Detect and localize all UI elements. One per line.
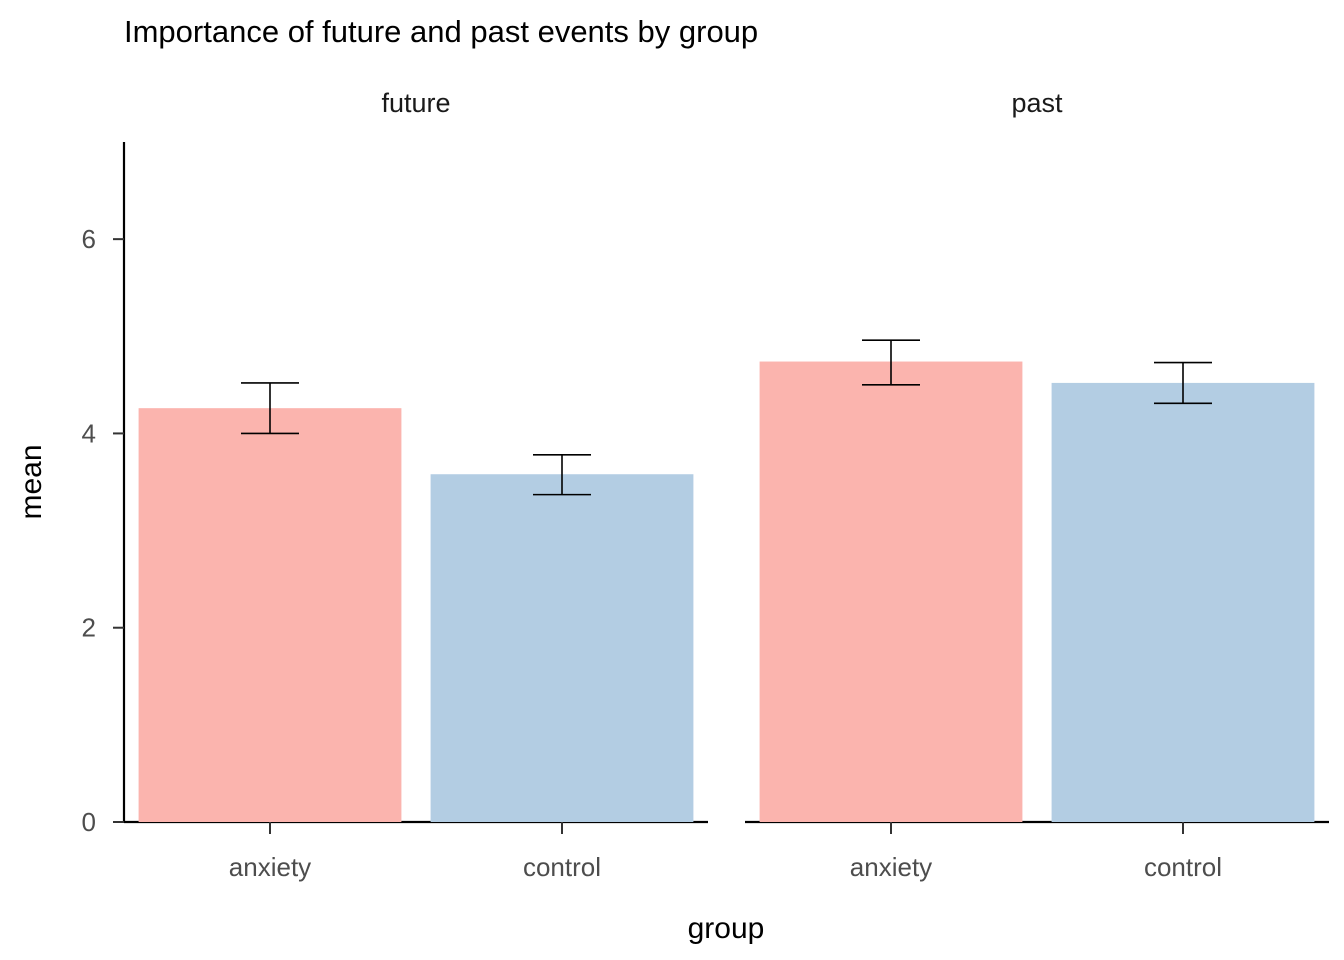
y-tick-label: 2 (82, 613, 96, 643)
facet-panel-past: past anxiety control (745, 88, 1329, 882)
error-bar (862, 339, 920, 386)
error-bar (1154, 361, 1212, 405)
error-bar (533, 453, 591, 496)
facet-panel-future: future anxiety control (124, 88, 708, 882)
bar-anxiety (138, 408, 402, 822)
bar-control (1051, 382, 1315, 822)
y-axis: 0 2 4 6 (82, 142, 126, 837)
x-axis-title: group (688, 912, 765, 945)
y-axis-title: mean (15, 444, 48, 519)
bar-anxiety (759, 361, 1023, 822)
y-tick-label: 4 (82, 418, 96, 448)
y-tick-label: 6 (82, 224, 96, 254)
y-tick-label: 0 (82, 807, 96, 837)
bar-control (430, 474, 694, 822)
facet-strip-label: future (381, 88, 450, 118)
facet-panels: future anxiety control past anxiety control (124, 88, 1329, 882)
chart-title: Importance of future and past events by … (124, 14, 758, 49)
x-tick-label: anxiety (229, 852, 311, 882)
x-tick-label: control (523, 852, 601, 882)
facet-strip-label: past (1011, 88, 1063, 118)
x-tick-label: anxiety (850, 852, 932, 882)
error-bar (241, 382, 299, 435)
x-tick-label: control (1144, 852, 1222, 882)
